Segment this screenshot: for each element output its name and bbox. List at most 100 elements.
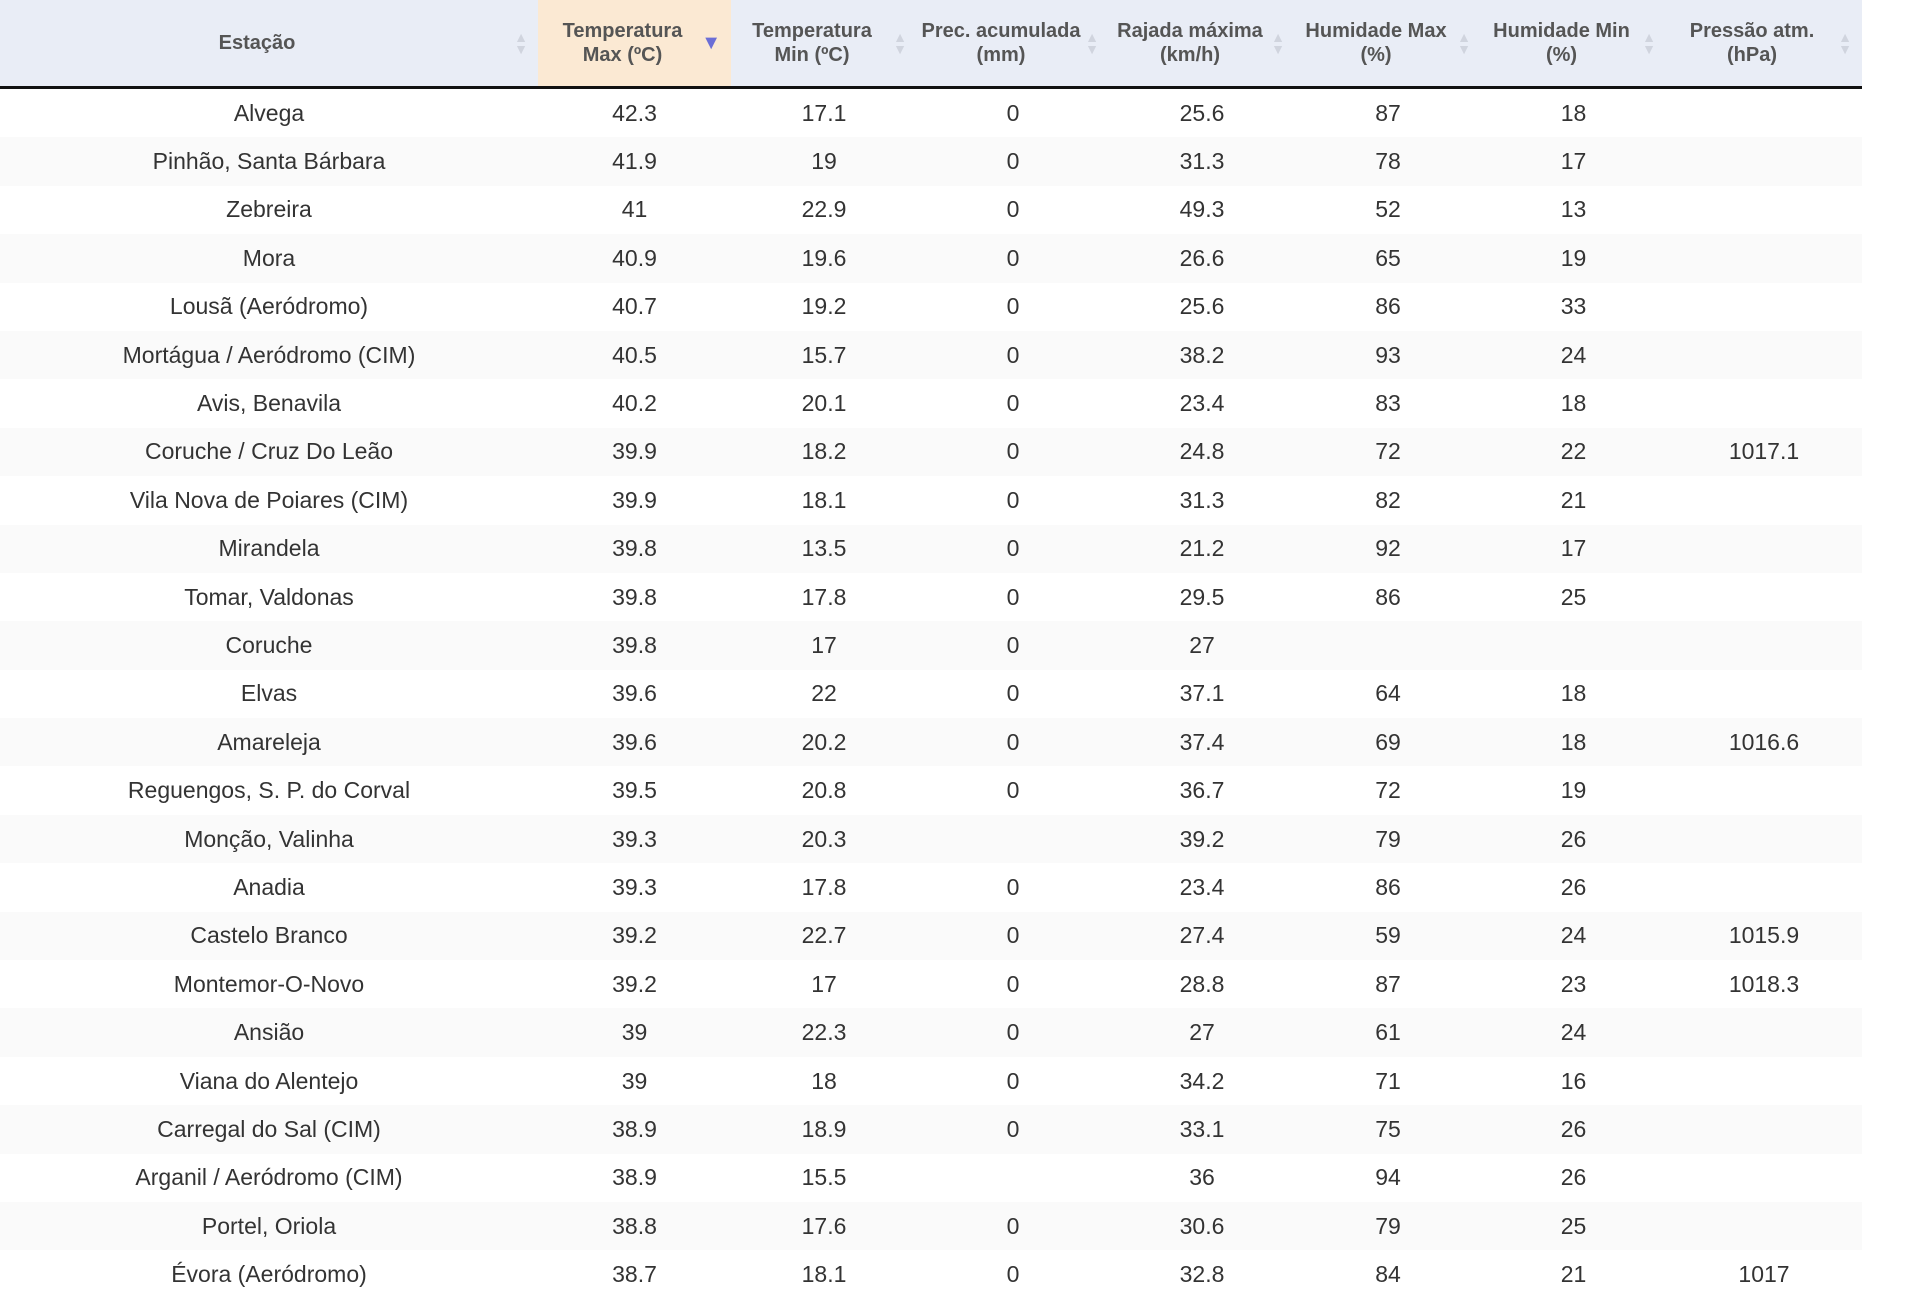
table-cell: Montemor-O-Novo [173, 970, 365, 997]
table-cell: 39.9 [612, 486, 657, 513]
column-header-3[interactable]: Prec. acumulada (mm) ▲ ▼ [917, 0, 1109, 89]
sort-icon[interactable]: ▲ ▼ [1838, 29, 1852, 57]
table-cell: 92 [1295, 524, 1481, 573]
table-cell: Vila Nova de Poiares (CIM) [129, 486, 409, 513]
table-cell [917, 1154, 1109, 1202]
column-header-6[interactable]: Humidade Min (%) ▲ ▼ [1481, 0, 1666, 89]
sort-icon[interactable]: ▲ ▼ [893, 29, 907, 57]
table-cell: 19 [1481, 234, 1666, 283]
table-row: Tomar, Valdonas 39.8 17.8 0 29.5 86 25 [0, 573, 1862, 621]
sort-icon[interactable]: ▲ ▼ [1457, 29, 1471, 57]
table-cell: 24 [1481, 911, 1666, 961]
table-cell: 0 [1006, 777, 1020, 804]
sort-icon[interactable]: ▲ ▼ [514, 29, 528, 57]
table-cell: 52 [1375, 196, 1401, 223]
table-cell: 72 [1375, 777, 1401, 804]
table-cell: 39.8 [612, 583, 657, 610]
table-cell: 0 [1006, 873, 1020, 900]
table-cell: 41.9 [538, 137, 731, 186]
table-cell: 0 [917, 1105, 1109, 1154]
table-cell: 40.2 [612, 390, 657, 417]
sort-descending-icon[interactable]: ▼ [701, 32, 721, 54]
table-cell: 17 [1481, 137, 1666, 186]
table-cell: 19 [1560, 777, 1587, 804]
sort-icon[interactable]: ▲ ▼ [1085, 29, 1099, 57]
table-cell: 17 [731, 621, 917, 670]
table-cell: 0 [1006, 970, 1020, 997]
table-cell: 39 [538, 1008, 731, 1057]
table-cell: 39.2 [612, 970, 657, 997]
table-cell: Lousã (Aeródromo) [169, 293, 369, 320]
table-row: Vila Nova de Poiares (CIM) 39.9 18.1 0 31.3 8… [0, 476, 1862, 524]
table-cell: 0 [1006, 390, 1020, 417]
table-cell [1481, 621, 1666, 670]
table-cell: 65 [1295, 234, 1481, 283]
table-cell: 0 [917, 621, 1109, 670]
sort-icon[interactable]: ▲ ▼ [1642, 29, 1656, 57]
table-cell: Carregal do Sal (CIM) [0, 1105, 538, 1154]
table-cell: Anadia [233, 873, 305, 900]
table-cell: 69 [1295, 718, 1481, 767]
table-cell: 31.3 [1179, 486, 1225, 513]
table-row: Lousã (Aeródromo) 40.7 19.2 0 25.6 86 33 [0, 283, 1862, 331]
table-row: Mora 40.9 19.6 0 26.6 65 19 [0, 234, 1862, 283]
table-cell: Pinhão, Santa Bárbara [0, 137, 538, 186]
table-row: Anadia 39.3 17.8 0 23.4 86 26 [0, 863, 1862, 911]
table-cell: 61 [1295, 1008, 1481, 1057]
table-cell: 36 [1189, 1164, 1215, 1191]
column-header-5[interactable]: Humidade Max (%) ▲ ▼ [1295, 0, 1481, 89]
table-cell: 13.5 [731, 524, 917, 573]
table-cell: 24 [1481, 1008, 1666, 1057]
table-cell: Ansião [0, 1008, 538, 1057]
column-header-0[interactable]: Estação ▲ ▼ [0, 0, 538, 89]
table-cell: 19.2 [801, 293, 847, 320]
table-cell: 32.8 [1179, 1261, 1225, 1288]
table-cell: 39.2 [1109, 814, 1295, 864]
table-cell: 18 [1560, 99, 1587, 126]
table-row: Elvas 39.6 22 0 37.1 64 18 [0, 670, 1862, 718]
table-cell [1666, 476, 1862, 524]
column-header-2[interactable]: Temperatura Min (ºC) ▲ ▼ [731, 0, 917, 89]
table-cell [1666, 1154, 1862, 1202]
table-row: Castelo Branco 39.2 22.7 0 27.4 59 24 1015.9 [0, 911, 1862, 961]
table-cell: 21.2 [1109, 524, 1295, 573]
sort-icon[interactable]: ▲ ▼ [1271, 29, 1285, 57]
column-header-4[interactable]: Rajada máxima (km/h) ▲ ▼ [1109, 0, 1295, 89]
weather-stations-table: Estação ▲ ▼ Temperatura Max (ºC) ▼ Temperatur… [0, 0, 1862, 1288]
table-cell: 19.6 [731, 234, 917, 283]
column-label: Temperatura Max (ºC) [562, 20, 683, 66]
table-cell: 18 [811, 1067, 837, 1094]
table-cell: 0 [917, 911, 1109, 961]
table-cell [1666, 234, 1862, 283]
table-cell: Zebreira [226, 196, 312, 223]
table-cell [1666, 670, 1862, 718]
table-cell: 38.7 [612, 1261, 657, 1288]
table-cell: 17 [811, 970, 837, 997]
table-cell: 39.6 [612, 680, 657, 707]
column-header-1[interactable]: Temperatura Max (ºC) ▼ [538, 0, 731, 89]
table-cell [1666, 524, 1862, 573]
table-cell: Tomar, Valdonas [184, 583, 354, 610]
table-cell [1666, 1105, 1862, 1154]
table-cell: 18.2 [731, 427, 917, 477]
table-cell: 23.4 [1179, 873, 1225, 900]
table-cell: 0 [917, 1008, 1109, 1057]
column-header-7[interactable]: Pressão atm. (hPa) ▲ ▼ [1666, 0, 1862, 89]
table-cell: 26 [1481, 814, 1666, 864]
table-cell: 86 [1375, 583, 1401, 610]
table-cell: 38.9 [612, 1164, 657, 1191]
table-cell: 26 [1481, 1105, 1666, 1154]
table-cell: 94 [1375, 1164, 1401, 1191]
table-cell: 15.5 [801, 1164, 847, 1191]
table-cell: 0 [1006, 583, 1020, 610]
table-cell: 34.2 [1179, 1067, 1225, 1094]
table-cell: 93 [1295, 330, 1481, 380]
table-cell: Viana do Alentejo [179, 1067, 359, 1094]
table-cell: 21 [1560, 486, 1587, 513]
table-cell: 0 [917, 330, 1109, 380]
table-cell: 39.8 [538, 524, 731, 573]
table-cell: 20.1 [801, 390, 847, 417]
table-row: Pinhão, Santa Bárbara 41.9 19 0 31.3 78 17 [0, 137, 1862, 186]
table-cell: 39.5 [612, 777, 657, 804]
table-header-row: Estação ▲ ▼ Temperatura Max (ºC) ▼ Temperatur… [0, 0, 1862, 89]
